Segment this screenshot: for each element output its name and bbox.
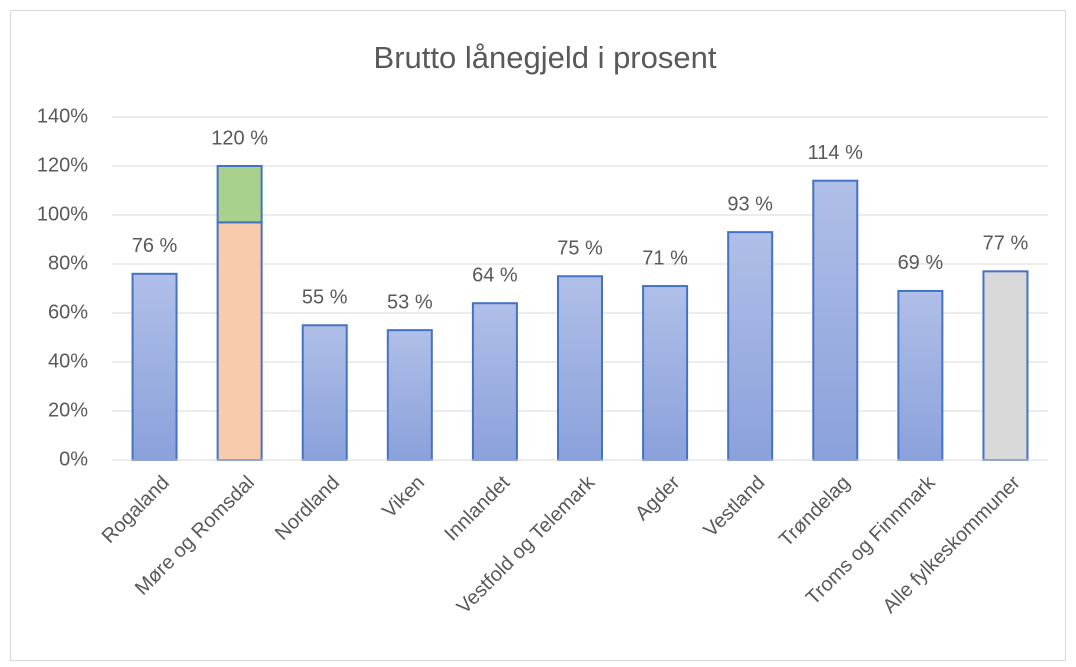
bar (301, 324, 348, 461)
y-tick-label: 80% (48, 252, 88, 274)
bar (471, 302, 518, 462)
data-label: 64 % (472, 264, 518, 286)
data-label: 77 % (983, 233, 1029, 255)
y-tick-label: 100% (37, 203, 88, 225)
data-label: 76 % (132, 235, 178, 257)
data-label: 120 % (211, 127, 268, 149)
data-label: 53 % (387, 291, 433, 313)
bar (216, 165, 263, 224)
y-tick-label: 40% (48, 350, 88, 372)
y-tick-label: 20% (48, 399, 88, 421)
data-label: 75 % (557, 238, 603, 260)
bar (557, 275, 603, 461)
chart-border (10, 10, 1066, 661)
bar (982, 270, 1029, 461)
bar (727, 231, 774, 461)
y-tick-label: 60% (48, 301, 88, 323)
data-label: 93 % (727, 193, 773, 215)
bar (642, 285, 689, 461)
bar (812, 179, 859, 461)
bar (216, 221, 263, 461)
data-label: 55 % (302, 287, 348, 309)
data-label: 71 % (642, 247, 688, 269)
bar (386, 329, 433, 461)
data-label: 69 % (898, 252, 944, 274)
y-tick-label: 0% (59, 448, 88, 470)
chart-title: Brutto lånegjeld i prosent (374, 40, 717, 75)
bar (131, 272, 178, 461)
bar (897, 289, 944, 462)
y-tick-label: 120% (37, 154, 88, 176)
y-tick-label: 140% (37, 105, 88, 127)
data-label: 114 % (808, 142, 863, 164)
